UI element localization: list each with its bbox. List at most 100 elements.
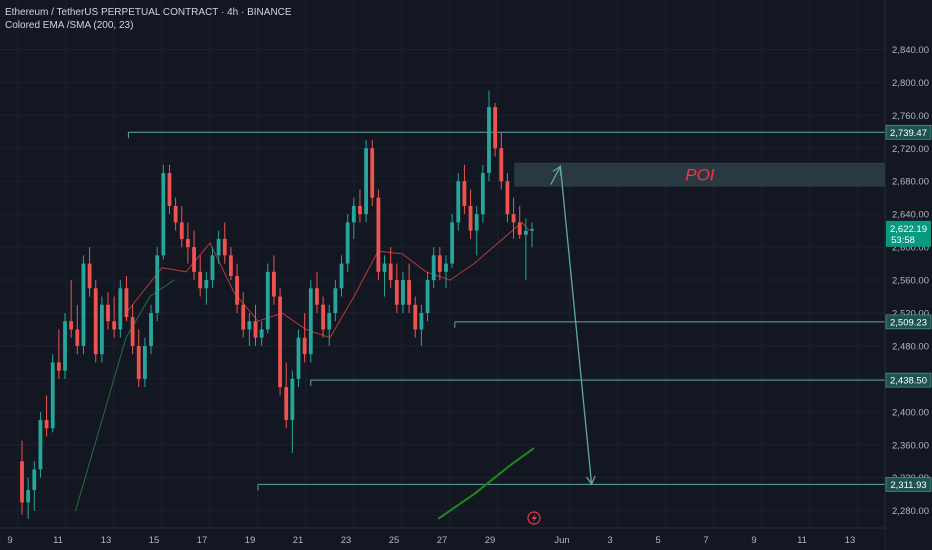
candle-body [272,271,276,297]
time-tick-label: 15 [149,535,160,546]
candle-body [480,173,485,215]
candle-body [474,214,479,231]
candle-body [284,387,289,421]
candle-body [142,345,147,379]
candle-body [198,271,203,289]
candle-body [444,263,448,272]
candle-body [130,317,135,346]
candle-body [530,229,534,231]
price-tick-label: 2,280.00 [892,506,929,517]
sma-23-line [125,221,530,339]
candle-body [124,288,129,318]
zones-layer: POI [514,162,886,187]
candle-body [388,263,393,281]
candle-body [327,313,332,330]
candle-body [401,280,405,305]
time-tick-label: Jun [554,535,569,546]
level-price-tag-text: 2,311.93 [890,480,926,491]
time-tick-label: 13 [845,535,856,546]
price-tick-label: 2,400.00 [892,407,929,418]
candle-body [333,288,338,313]
candle-body [235,275,239,305]
price-tick-label: 2,480.00 [892,341,929,352]
price-tick-label: 2,560.00 [892,276,929,287]
candle-body [493,107,498,149]
time-tick-label: 9 [7,535,12,546]
price-tick-label: 2,360.00 [892,440,929,451]
candle-body [376,197,381,272]
price-tick-label: 2,600.00 [892,243,929,254]
candles-layer [20,90,534,519]
candle-body [456,181,461,223]
candle-body [437,255,442,272]
candle-body [462,181,467,206]
candle-body [106,304,110,322]
chart-title: Ethereum / TetherUS PERPETUAL CONTRACT ·… [5,7,292,18]
projection-arrow-head-down [585,475,596,486]
candle-body [229,255,233,276]
chart-grid [0,0,885,528]
time-tick-label: 25 [389,535,400,546]
level-price-tag-text: 2,739.47 [890,128,927,139]
candle-body [468,205,473,231]
price-tick-label: 2,760.00 [892,111,929,122]
level-price-tag-text: 2,509.23 [890,317,927,328]
ema-early-line [75,279,175,511]
candle-body [321,304,325,330]
candle-body [222,238,227,256]
time-tick-label: 13 [101,535,112,546]
candle-body [259,329,264,338]
time-tick-label: 21 [293,535,304,546]
candle-body [345,222,350,264]
candle-body [179,222,184,239]
candle-body [431,255,436,281]
candle-body [265,271,270,330]
candle-body [69,321,74,330]
current-price-tag [886,220,931,247]
flash-icon[interactable] [527,511,541,525]
time-tick-label: 27 [437,535,448,546]
candle-body [394,280,399,305]
candle-body [358,205,362,215]
candle-body [87,263,92,289]
time-tick-label: 17 [197,535,208,546]
candle-body [155,255,160,313]
projection-arrow-head-up [552,165,562,176]
candle-body [290,378,295,421]
time-axis[interactable]: 9 11 13 15 17 19 21 23 25 27 29 Jun 3 5 7 9 11 13 [0,527,885,550]
candle-body [407,280,412,305]
candle-body [32,469,37,491]
candle-body [315,288,319,305]
candle-body [20,461,24,503]
time-tick-label: 11 [797,535,807,546]
candle-body [278,296,282,388]
candle-body [511,214,516,223]
price-tick-label: 2,640.00 [892,210,929,221]
candle-body [210,255,215,281]
current-price-text: 2,622.19 [890,224,927,235]
candle-body [302,337,307,355]
candle-body [118,288,123,330]
time-tick-label: 5 [655,535,660,546]
candle-body [425,280,430,313]
ema-200-line [437,447,535,520]
candle-body [161,173,166,256]
price-tick-label: 2,800.00 [892,78,929,89]
price-axis[interactable]: 2,840.00 2,800.00 2,760.00 2,720.00 2,680.00… [884,0,932,550]
price-tick-label: 2,840.00 [892,45,929,56]
indicator-label[interactable]: Colored EMA /SMA (200, 23) [5,20,134,31]
candle-body [505,181,510,215]
time-tick-label: 3 [607,535,612,546]
level-price-tag [885,314,932,330]
time-tick-label: 11 [53,535,63,546]
candle-body [419,313,424,330]
candle-body [204,280,209,289]
candle-body [247,321,252,330]
candle-body [63,321,67,371]
candle-body [370,148,375,198]
candle-body [136,345,141,379]
price-tick-label: 2,520.00 [892,309,929,320]
candle-body [38,420,43,470]
time-axis-bg [0,528,885,550]
